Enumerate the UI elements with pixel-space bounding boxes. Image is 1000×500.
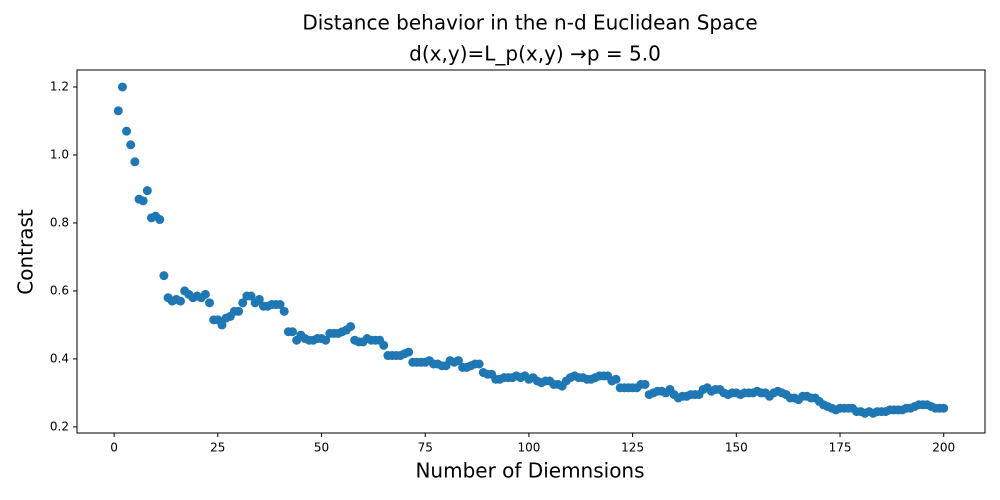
data-point xyxy=(346,322,356,332)
data-point xyxy=(155,215,165,225)
data-point xyxy=(254,294,264,304)
data-point xyxy=(379,340,389,350)
x-tick-label: 175 xyxy=(829,441,852,455)
data-point xyxy=(279,306,289,316)
data-point xyxy=(130,157,140,167)
data-point xyxy=(142,186,152,196)
y-tick-label: 1.0 xyxy=(50,147,69,161)
data-point xyxy=(640,379,650,389)
data-point xyxy=(175,296,185,306)
chart-subtitle: d(x,y)=L_p(x,y) →p = 5.0 xyxy=(409,42,661,66)
data-point xyxy=(126,140,136,150)
data-point xyxy=(138,196,148,206)
x-tick-label: 100 xyxy=(517,441,540,455)
data-point xyxy=(287,327,297,337)
data-point xyxy=(205,298,215,308)
x-tick-label: 150 xyxy=(725,441,748,455)
chart-title: Distance behavior in the n-d Euclidean S… xyxy=(302,11,757,35)
data-point xyxy=(246,291,256,301)
data-point xyxy=(404,347,414,357)
x-tick-label: 0 xyxy=(110,441,118,455)
y-tick-label: 0.6 xyxy=(50,283,69,297)
y-tick-label: 1.2 xyxy=(50,79,69,93)
y-tick-label: 0.2 xyxy=(50,419,69,433)
data-point xyxy=(453,356,463,366)
x-axis-label: Number of Diemnsions xyxy=(415,459,644,483)
x-tick-label: 200 xyxy=(932,441,955,455)
data-point xyxy=(113,106,123,116)
y-axis-label: Contrast xyxy=(14,209,38,295)
data-point xyxy=(474,359,484,369)
data-point xyxy=(117,82,127,92)
data-point xyxy=(238,298,248,308)
data-point xyxy=(159,271,169,281)
y-tick-label: 0.8 xyxy=(50,215,69,229)
data-point xyxy=(321,335,331,345)
data-point xyxy=(122,126,132,136)
data-point xyxy=(939,403,949,413)
y-tick-label: 0.4 xyxy=(50,351,69,365)
data-point xyxy=(200,289,210,299)
x-tick-label: 50 xyxy=(314,441,329,455)
data-point xyxy=(611,374,621,384)
x-tick-label: 25 xyxy=(210,441,225,455)
data-point xyxy=(275,300,285,310)
x-tick-label: 75 xyxy=(418,441,433,455)
plot-frame xyxy=(76,69,986,434)
data-point xyxy=(217,320,227,330)
x-tick-label: 125 xyxy=(621,441,644,455)
data-point xyxy=(234,306,244,316)
